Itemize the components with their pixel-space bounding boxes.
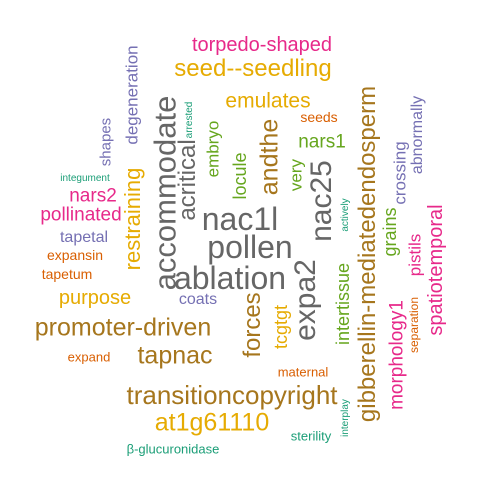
word-arrested: arrested [184, 101, 195, 139]
word-abnormally: abnormally [409, 95, 426, 175]
word-crossing: crossing [390, 141, 410, 205]
word-ablation: ablation [173, 260, 287, 296]
word-seeds: seeds [300, 109, 338, 125]
word-expand: expand [67, 349, 111, 365]
word-locule: locule [230, 152, 250, 200]
word-emulates: emulates [225, 89, 311, 113]
word-nars2: nars2 [69, 185, 117, 207]
word-very: very [286, 158, 306, 192]
word-andthe: andthe [255, 118, 284, 196]
word-promoter-driven: promoter-driven [34, 313, 212, 342]
word-intertissue: intertissue [333, 262, 353, 346]
word-torpedo-shaped: torpedo-shaped [191, 34, 333, 56]
word-actively: actively [340, 198, 351, 232]
word-forces: forces [239, 292, 266, 358]
word-coats: coats [178, 291, 218, 308]
word-spatiotemporal: spatiotemporal [425, 204, 447, 336]
word-shapes: shapes [97, 117, 115, 167]
word-interplay: interplay [340, 399, 351, 437]
word-nac1l: nac1l [201, 201, 279, 237]
word-integument: integument [60, 173, 110, 184]
word-expa2: expa2 [289, 259, 322, 341]
word-nac25: nac25 [305, 160, 338, 242]
word-pollen: pollen [207, 229, 293, 265]
word-tapetal: tapetal [59, 229, 109, 246]
word-expansin: expansin [46, 247, 104, 263]
word-pollinated: pollinated [40, 204, 122, 226]
word-tapetum: tapetum [41, 266, 93, 282]
word-at1g61110: at1g61110 [154, 408, 270, 437]
word-embryo: embryo [203, 120, 223, 178]
word-purpose: purpose [58, 287, 132, 309]
word-tcgtgt: tcgtgt [271, 304, 291, 350]
word-gibberellin-mediatedendosperm: gibberellin-mediatedendosperm [354, 85, 381, 423]
word-degeneration: degeneration [122, 45, 142, 145]
word-restraining: restraining [120, 167, 145, 271]
word-sterility: sterility [290, 428, 332, 444]
word-acritical: acritical [174, 139, 201, 221]
word-nars1: nars1 [298, 131, 346, 153]
word-maternal: maternal [277, 364, 329, 380]
word-tapnac: tapnac [137, 341, 213, 370]
word-beta-glucuronidase: β-glucuronidase [126, 441, 220, 457]
word-morphology1: morphology1 [386, 300, 408, 410]
word-seed-seedling: seed--seedling [174, 55, 332, 82]
word-pistils: pistils [405, 233, 425, 277]
word-separation: separation [407, 296, 421, 354]
word-transitioncopyright: transitioncopyright [126, 380, 338, 410]
word-grains: grains [380, 207, 400, 257]
